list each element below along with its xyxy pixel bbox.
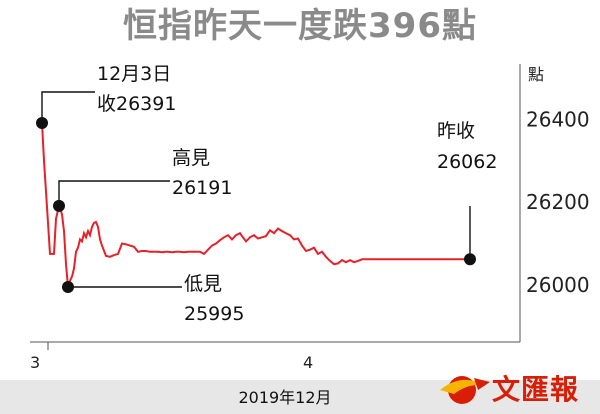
annotation-marker (36, 117, 48, 129)
annotation-value: 26191 (172, 177, 232, 199)
y-tick-label: 26000 (526, 273, 590, 297)
annotation-value: 25995 (184, 303, 244, 325)
annotation-label: 12月3日 (97, 63, 171, 85)
annotation-marker (53, 199, 65, 212)
wenweipo-logo (440, 376, 490, 404)
x-tick-label: 3 (30, 353, 40, 372)
annotation-leader-line (41, 91, 95, 123)
y-tick-label: 26200 (526, 190, 590, 214)
annotation-label: 高見 (172, 147, 210, 169)
date-label: 2019年12月 (238, 388, 332, 407)
annotation-marker (464, 253, 476, 266)
y-unit-label: 點 (528, 65, 544, 84)
logo-swoosh-icon (440, 379, 486, 394)
annotation-value: 收26391 (97, 93, 176, 115)
annotation-value: 26062 (437, 151, 497, 173)
annotation-label: 低見 (184, 273, 222, 295)
hsi-series-line (41, 122, 470, 288)
chart-title: 恒指昨天一度跌396點 (123, 6, 477, 46)
x-tick-label: 4 (303, 353, 313, 372)
logo-text: 文匯報 (492, 373, 580, 406)
annotation-label: 昨收 (437, 120, 475, 142)
annotation-leader-line (58, 180, 170, 206)
annotation-marker (62, 281, 74, 293)
footer-bar (0, 380, 600, 414)
logo-flag-icon (474, 378, 490, 390)
y-tick-labels: 26400 26200 26000 (526, 107, 590, 297)
y-tick-label: 26400 (526, 107, 590, 131)
